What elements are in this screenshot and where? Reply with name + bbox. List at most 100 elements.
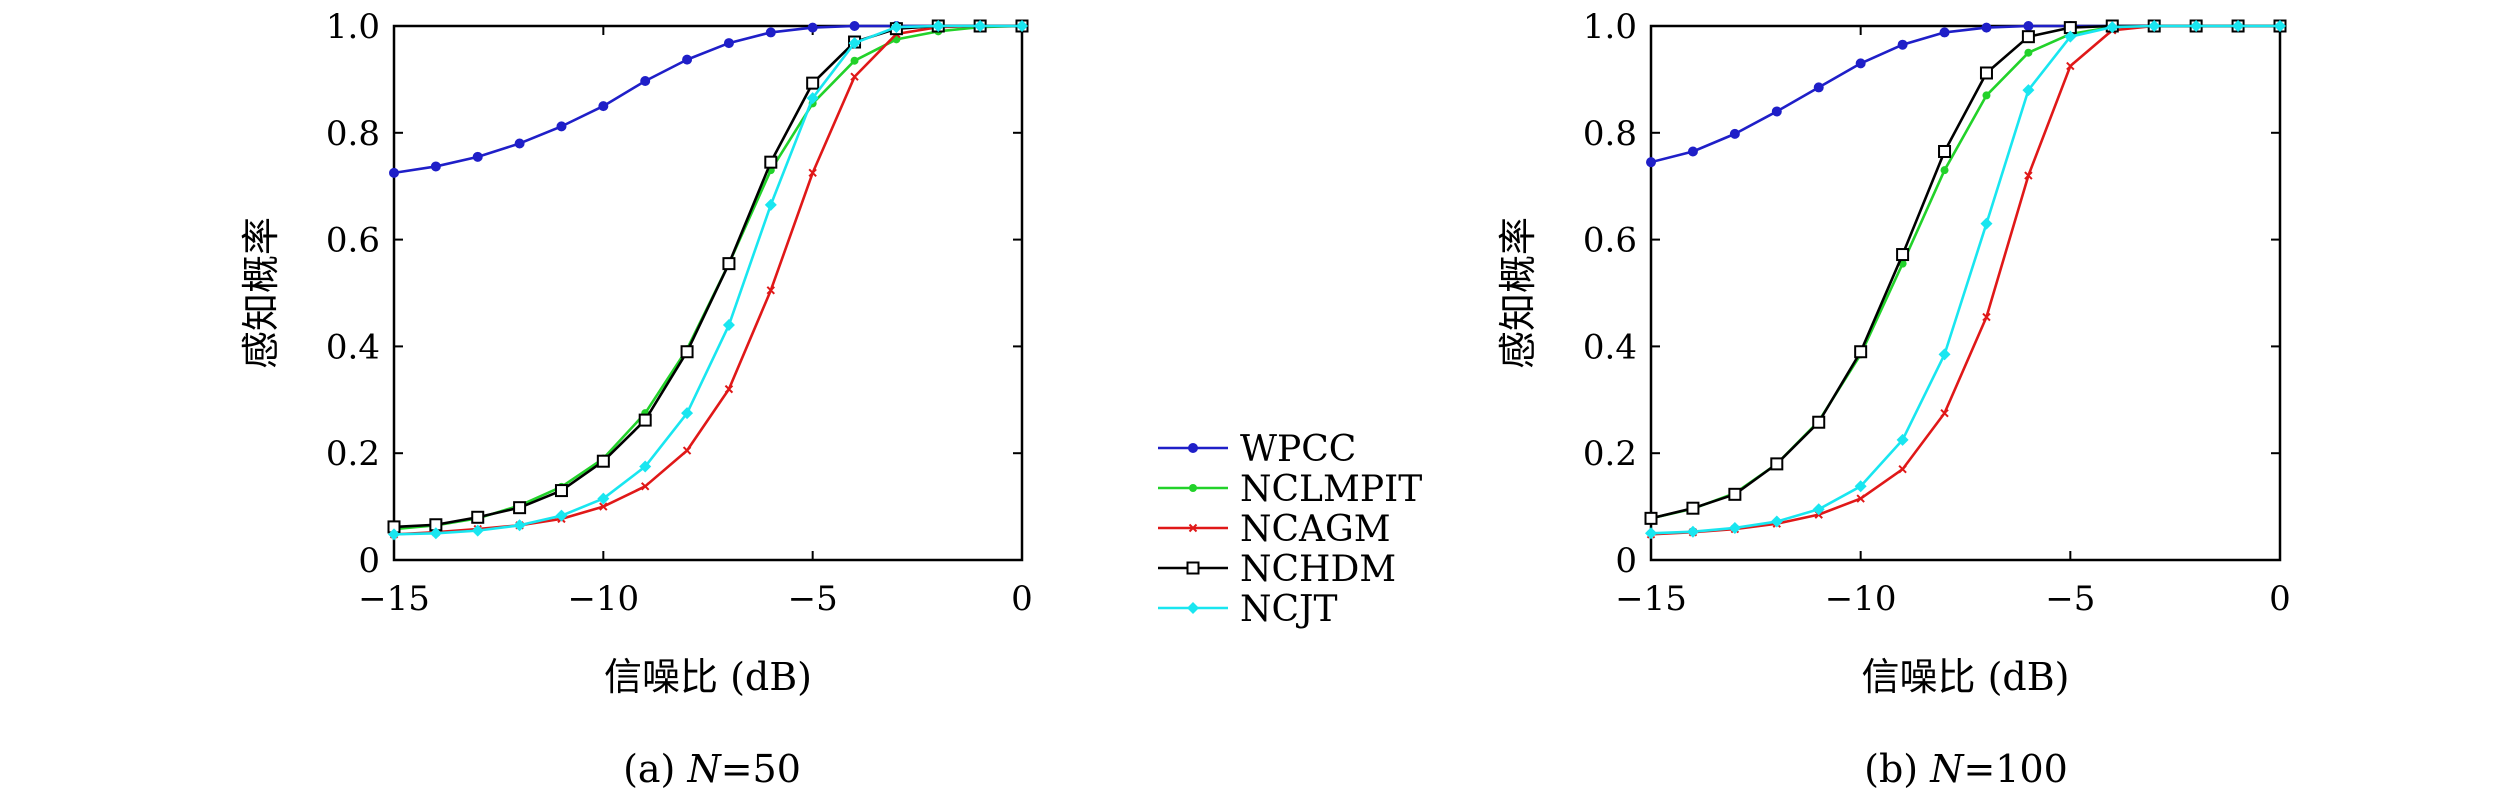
y-axis-label: 感知概率 [239,217,283,369]
legend-label-nchdm: NCHDM [1240,549,1396,590]
legend-marker-ncagm [1188,523,1198,533]
data-point-wpcc [430,161,441,172]
data-point-wpcc [1646,157,1656,168]
y-tick-label: 1.0 [326,7,380,47]
data-point-ncjt [597,492,610,505]
caption-variable: N [686,747,722,791]
x-tick-label: −5 [788,579,838,619]
y-tick-label: 0.6 [326,221,380,261]
data-point-wpcc [1855,58,1866,69]
x-axis-label: 信噪比 (dB) [604,655,812,699]
legend-label-wpcc: WPCC [1240,429,1356,470]
data-point-nchdm [806,76,820,90]
y-tick-label: 0.4 [326,327,380,367]
data-point-ncagm [766,286,776,295]
legend-label-ncjt: NCJT [1240,589,1338,630]
legend-marker-ncjt [1187,602,1199,614]
x-tick-label: −15 [1615,579,1687,619]
caption-suffix: =100 [1963,747,2067,791]
data-point-ncjt [1728,521,1741,534]
data-point-ncagm [724,384,734,394]
data-point-nchdm [2021,30,2035,44]
data-point-ncjt [2274,20,2286,32]
data-point-ncjt [2232,20,2245,32]
data-point-wpcc [1771,106,1782,117]
series-line-ncjt [393,24,1022,536]
data-point-nchdm [1854,345,1868,359]
data-point-wpcc [2023,21,2034,31]
data-point-ncjt [2064,30,2077,43]
data-point-wpcc [765,27,776,38]
data-point-ncagm [808,168,817,178]
y-tick-label: 0 [358,541,380,581]
data-point-ncagm [599,502,608,511]
data-point-ncjt [1938,348,1951,361]
data-point-ncagm [640,482,650,491]
y-tick-label: 0.8 [1583,114,1637,154]
data-point-ncjt [1854,480,1867,493]
series-line-ncagm [393,24,1022,536]
data-point-ncagm [2066,61,2075,71]
plot-frame [1649,24,2282,562]
data-point-nchdm [471,510,485,524]
legend-label-ncagm: NCAGM [1240,509,1391,550]
series-line-nchdm [393,24,1022,529]
data-point-nchdm [1896,248,1910,262]
y-tick-label: 0.4 [1583,327,1637,367]
data-point-ncjt [513,519,526,532]
y-axis-label: 感知概率 [1496,217,1540,369]
data-point-ncjt [555,509,568,522]
data-point-ncjt [681,407,694,420]
data-point-ncagm [1856,494,1865,503]
data-point-ncjt [471,524,484,537]
data-point-nchdm [1979,66,1993,80]
series-line-nclmpit [393,24,1023,531]
data-point-nclmpit [1940,166,1949,175]
data-point-ncjt [848,37,861,50]
data-point-nchdm [1728,487,1742,501]
data-point-nchdm [513,501,527,515]
chart-panel-b: 0 0.2 0.4 0.6 0.8 1.0 −15 −10 −5 0 信噪比 (dB) 感知概率 (b)… [1496,7,2291,791]
series-line-wpcc [393,24,1022,175]
data-point-nchdm [638,413,652,427]
y-tick-label: 0.8 [326,114,380,154]
legend-marker-wpcc [1188,443,1198,453]
data-point-nchdm [680,345,694,359]
data-point-wpcc [849,21,860,31]
data-point-nchdm [596,454,610,468]
series-line-ncjt [1650,24,2280,535]
data-point-nchdm [764,155,778,169]
x-tick-label: −5 [2045,579,2095,619]
data-point-ncagm [2024,171,2033,180]
data-point-wpcc [807,22,818,33]
data-point-ncagm [1982,312,1991,322]
data-point-ncjt [806,92,819,105]
data-point-wpcc [389,167,399,178]
x-tick-label: −15 [358,579,430,619]
data-point-wpcc [1813,82,1824,93]
data-point-nclmpit [2024,48,2033,57]
x-tick-label: −10 [567,579,639,619]
chart-panel-a: 0 0.2 0.4 0.6 0.8 1.0 −15 −10 −5 0 信噪比 (dB) 感知概率 (a)… [239,7,1033,791]
x-tick-label: 0 [1011,579,1033,619]
data-point-wpcc [1981,22,1992,33]
data-point-nchdm [1938,144,1952,158]
legend-label-nclmpit: NCLMPIT [1240,469,1422,510]
data-point-wpcc [556,121,567,132]
data-point-ncjt [1686,525,1699,538]
data-point-ncjt [2022,84,2035,97]
data-point-ncagm [1898,465,1907,474]
x-tick-label: −10 [1825,579,1897,619]
data-point-nchdm [1812,415,1826,429]
series-line-ncagm [1650,24,2280,536]
caption-prefix: (a) [623,747,687,791]
plot-frame [392,24,1024,562]
y-tick-label: 0.6 [1583,221,1637,261]
data-point-ncjt [764,198,777,211]
data-point-wpcc [1687,146,1698,157]
x-tick-label: 0 [2269,579,2291,619]
data-point-ncjt [1016,20,1028,32]
legend-marker-nclmpit [1189,484,1197,492]
series-line-nclmpit [1650,24,2280,520]
